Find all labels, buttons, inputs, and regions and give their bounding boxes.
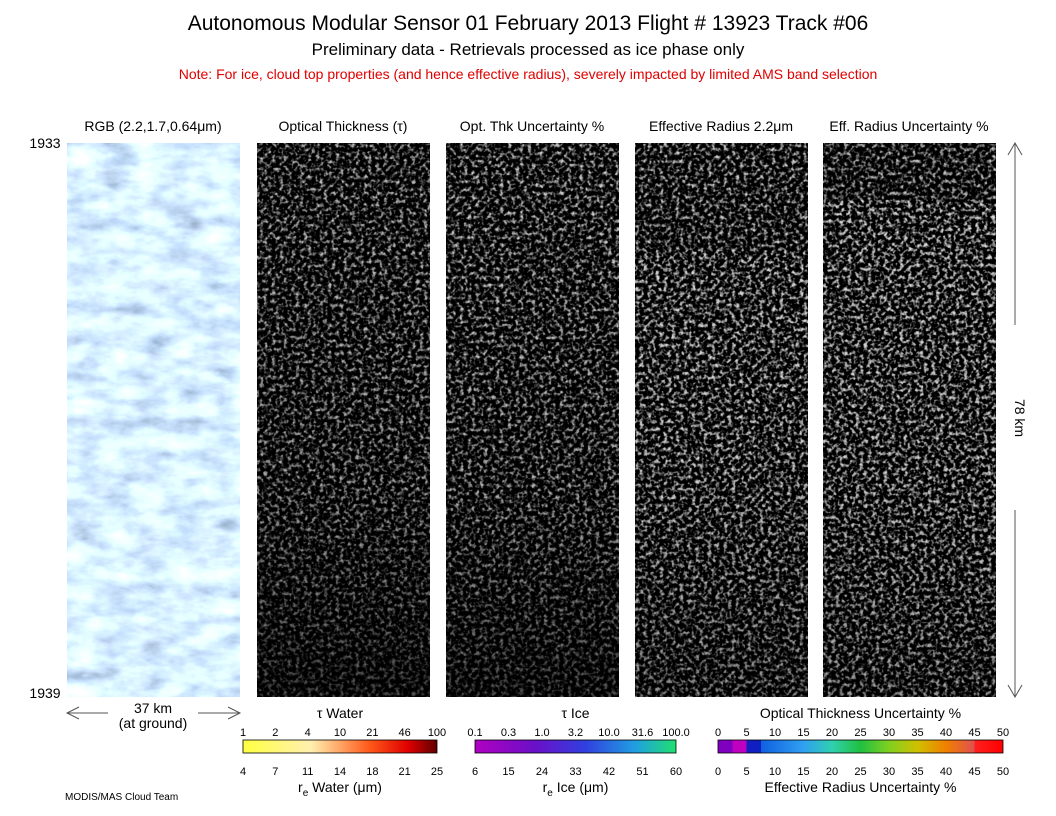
colorbar-tick-label: 4: [305, 727, 311, 739]
subscript: e: [547, 788, 553, 799]
text: Ice (μm): [553, 779, 609, 795]
colorbar-tick-label: 46: [399, 727, 411, 739]
colorbar-tick-label: 4: [240, 766, 246, 778]
symbol: r: [543, 779, 548, 795]
vertical-scale-arrow: [1007, 142, 1023, 698]
colorbar-tick-label: 45: [968, 727, 980, 739]
colorbar-tick-label: 40: [940, 766, 952, 778]
colorbar-tick-label: 0.3: [501, 727, 516, 739]
horizontal-scale-note: (at ground): [119, 715, 187, 731]
colorbar-tick-label: 35: [911, 727, 923, 739]
horizontal-scale-arrow: [65, 706, 242, 720]
colorbar-tick-label: 50: [997, 766, 1009, 778]
colorbar-tick-label: 100.0: [662, 727, 690, 739]
colorbar-tick-label: 14: [334, 766, 346, 778]
panel-title: Optical Thickness (τ): [279, 118, 408, 134]
colorbar-tick-label: 45: [968, 766, 980, 778]
colorbar-tick-label: 40: [940, 727, 952, 739]
panel-titles: RGB (2.2,1.7,0.64μm) Optical Thickness (τ…: [84, 118, 988, 134]
colorbar-tick-label: 30: [883, 727, 895, 739]
panel-title: Opt. Thk Uncertainty %: [460, 118, 604, 134]
colorbar-title-bottom: re Water (μm): [298, 779, 382, 799]
colorbar: [717, 739, 1004, 754]
colorbar-tick-label: 31.6: [632, 727, 653, 739]
colorbar-tick-label: 11: [302, 766, 313, 778]
colorbar-tick-label: 60: [670, 766, 682, 778]
colorbar-tick-label: 10: [334, 727, 346, 739]
colorbar-tick-label: 20: [826, 766, 838, 778]
colorbar-title-top: τ Ice: [561, 705, 589, 721]
colorbar-tick-label: 15: [797, 727, 809, 739]
colorbar-tick-label: 25: [854, 766, 866, 778]
colorbar-tick-label: 0: [715, 766, 721, 778]
colorbar-tick-label: 100: [428, 727, 446, 739]
arrow-head: [1007, 142, 1023, 156]
colorbar-tick-label: 7: [272, 766, 278, 778]
colorbar-tick-label: 5: [743, 766, 749, 778]
colorbar-tick-label: 21: [399, 766, 411, 778]
symbol: r: [298, 779, 303, 795]
colorbar-tick-label: 0: [715, 727, 721, 739]
colorbar-tick-label: 18: [366, 766, 378, 778]
colorbar-tick-label: 24: [536, 766, 548, 778]
title: Autonomous Modular Sensor 01 February 20…: [188, 12, 869, 35]
time-start: 1933: [29, 135, 60, 151]
panel-images: [67, 143, 996, 697]
colorbar-tick-label: 20: [826, 727, 838, 739]
colorbar-tick-label: 33: [569, 766, 581, 778]
colorbar-tick-label: 2: [272, 727, 278, 739]
colorbar: [242, 739, 438, 754]
colorbar-title-bottom: re Ice (μm): [543, 779, 609, 799]
colorbar-tick-label: 10.0: [598, 727, 619, 739]
colorbar-tick-label: 3.2: [568, 727, 583, 739]
panel-title: Eff. Radius Uncertainty %: [829, 118, 988, 134]
colorbar-tick-label: 10: [769, 766, 781, 778]
rgb-clouds: [67, 143, 240, 697]
colorbar-tick-label: 50: [997, 727, 1009, 739]
time-end: 1939: [29, 685, 60, 701]
colorbar-title-top: Optical Thickness Uncertainty %: [760, 705, 961, 721]
credit: MODIS/MAS Cloud Team: [65, 792, 178, 803]
effective-radius-green: [635, 250, 808, 697]
eff-radius-uncertainty-blue: [823, 200, 996, 697]
colorbar-tick-label: 15: [797, 766, 809, 778]
colorbar-tick-label: 15: [502, 766, 514, 778]
colorbar-tick-label: 51: [636, 766, 648, 778]
colorbar-tick-label: 30: [883, 766, 895, 778]
arrow-head: [227, 706, 242, 720]
vertical-scale-label: 78 km: [1012, 399, 1028, 437]
colorbar-tick-label: 35: [911, 766, 923, 778]
optical-thickness-speckle: [257, 143, 430, 697]
horizontal-scale-label: 37 km: [134, 700, 172, 716]
colorbar: [474, 739, 677, 754]
colorbar-tick-label: 6: [472, 766, 478, 778]
subscript: e: [303, 788, 309, 799]
arrow-head: [65, 706, 80, 720]
colorbar-tick-label: 10: [769, 727, 781, 739]
colorbar-tick-label: 42: [603, 766, 615, 778]
text: Water (μm): [308, 779, 382, 795]
colorbar-tick-label: 0.1: [467, 727, 482, 739]
colorbar-tick-label: 1.0: [534, 727, 549, 739]
colorbar-tick-label: 25: [431, 766, 443, 778]
text: Effective Radius Uncertainty %: [765, 779, 957, 795]
subtitle: Preliminary data - Retrievals processed …: [312, 40, 745, 59]
panel-title: RGB (2.2,1.7,0.64μm): [84, 118, 221, 134]
colorbar-title-top: τ Water: [317, 705, 364, 721]
colorbar-title-bottom: Effective Radius Uncertainty %: [765, 779, 957, 795]
colorbar-tick-label: 21: [366, 727, 378, 739]
panel-title: Effective Radius 2.2μm: [649, 118, 793, 134]
opt-thk-uncertainty-speckle: [446, 143, 619, 697]
colorbar-tick-label: 1: [240, 727, 246, 739]
colorbar-tick-label: 5: [743, 727, 749, 739]
colorbar-tick-label: 25: [854, 727, 866, 739]
note: Note: For ice, cloud top properties (and…: [179, 66, 878, 82]
arrow-head: [1007, 684, 1023, 698]
